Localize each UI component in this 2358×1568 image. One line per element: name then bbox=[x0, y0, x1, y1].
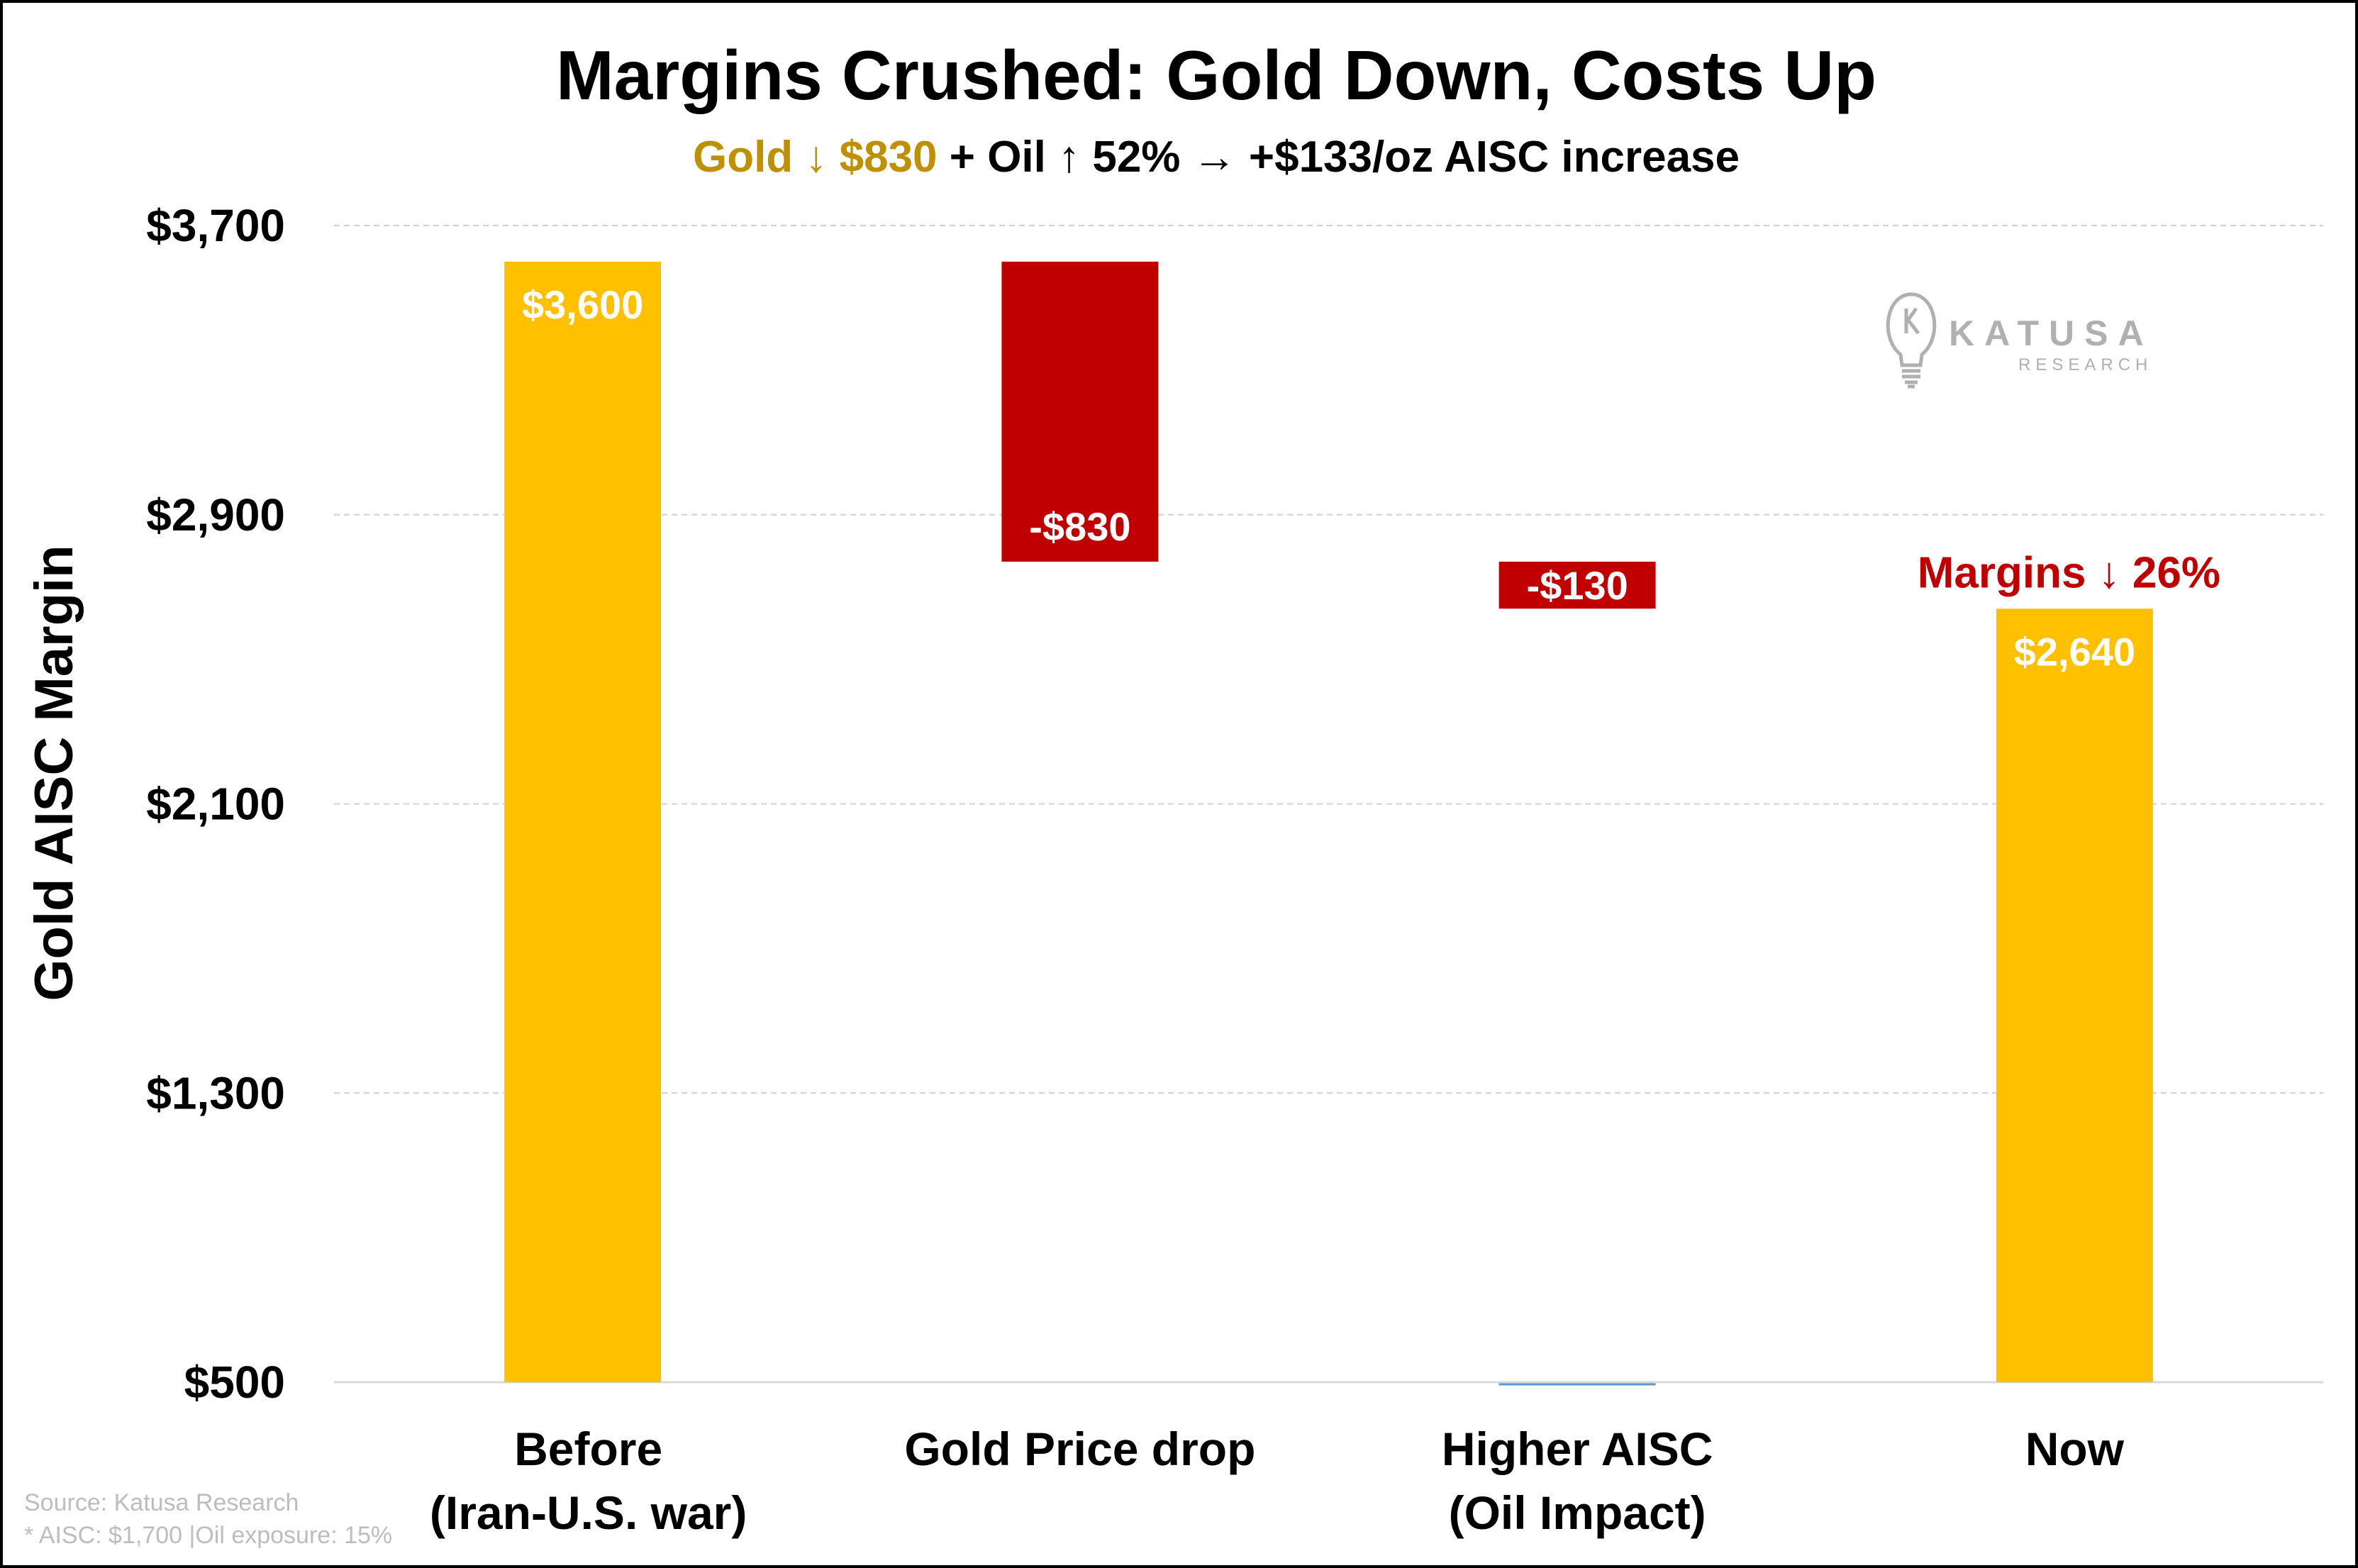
data-label: -$130 bbox=[1527, 563, 1628, 608]
bar bbox=[1498, 562, 1656, 609]
data-label: -$830 bbox=[1029, 504, 1130, 549]
category-label: Higher AISC bbox=[1442, 1423, 1713, 1475]
gridlines: $500 $1,300 $2,100 $2,900 $3,700 bbox=[146, 200, 2323, 1408]
aisc-note: * AISC: $1,700 |Oil exposure: 15% bbox=[24, 1522, 392, 1549]
chart-subtitle: Gold ↓ $830 + Oil ↑ 52% → +$133/oz AISC … bbox=[693, 133, 1740, 182]
y-axis-label: Gold AISC Margin bbox=[24, 545, 84, 1001]
katusa-logo: KATUSA RESEARCH bbox=[1886, 292, 2154, 389]
subtitle-rest: + Oil ↑ 52% → +$133/oz AISC increase bbox=[938, 133, 1740, 182]
source-note: Source: Katusa Research bbox=[24, 1489, 299, 1516]
data-labels: $3,600 -$830 -$130 $2,640 bbox=[522, 282, 2135, 674]
y-tick-label: $3,700 bbox=[146, 200, 285, 251]
y-tick-label: $1,300 bbox=[146, 1067, 285, 1118]
y-tick-label: $2,100 bbox=[146, 779, 285, 830]
category-label: (Iran-U.S. war) bbox=[430, 1486, 747, 1539]
lightbulb-icon bbox=[1886, 292, 1937, 389]
logo-tagline: RESEARCH bbox=[2018, 355, 2152, 374]
category-labels: Before (Iran-U.S. war) Gold Price drop High… bbox=[430, 1423, 2125, 1539]
bar bbox=[1996, 608, 2153, 1382]
category-label: (Oil Impact) bbox=[1449, 1486, 1706, 1539]
category-label: Before bbox=[514, 1423, 662, 1475]
subtitle-highlight: Gold ↓ $830 bbox=[693, 133, 938, 182]
data-label: $2,640 bbox=[2014, 629, 2135, 674]
category-label: Gold Price drop bbox=[904, 1423, 1255, 1475]
margin-annotation: Margins ↓ 26% bbox=[1918, 548, 2220, 597]
category-label: Now bbox=[2025, 1423, 2125, 1475]
bar bbox=[1001, 261, 1159, 562]
y-tick-label: $500 bbox=[184, 1357, 285, 1408]
data-label: $3,600 bbox=[522, 282, 643, 327]
chart-title: Margins Crushed: Gold Down, Costs Up bbox=[556, 36, 1876, 114]
bar bbox=[504, 261, 662, 1382]
logo-name: KATUSA bbox=[1949, 313, 2154, 353]
y-tick-label: $2,900 bbox=[146, 489, 285, 540]
bars bbox=[504, 261, 2153, 1386]
